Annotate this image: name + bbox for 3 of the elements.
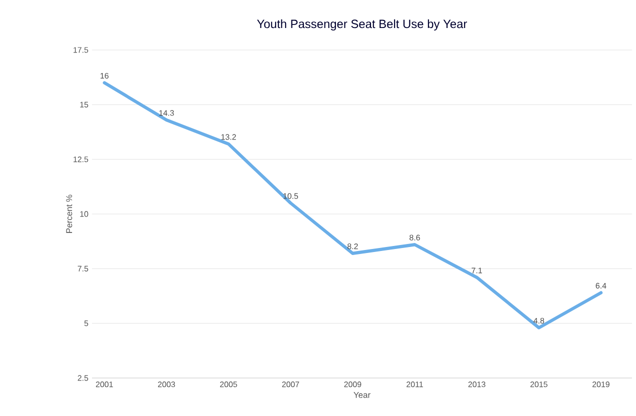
x-axis-title: Year	[354, 392, 370, 398]
y-axis-title: Percent %	[66, 194, 72, 233]
chart-title: Youth Passenger Seat Belt Use by Year	[257, 19, 468, 31]
